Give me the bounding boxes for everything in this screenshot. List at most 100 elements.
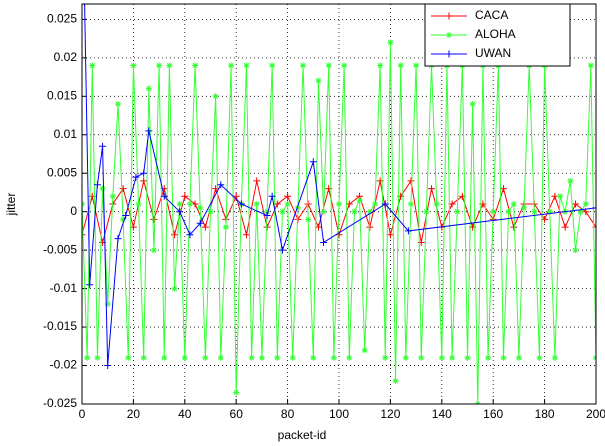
data-point [351,208,358,215]
data-point [269,62,276,69]
x-tick-label: 140 [432,407,452,421]
y-tick-label: 0.005 [47,165,77,179]
data-point [202,354,209,361]
data-point [84,4,86,6]
data-point [310,354,317,361]
data-point [346,354,353,361]
data-point [114,101,121,107]
data-point [397,62,404,69]
data-point [341,62,348,69]
data-point [197,204,204,211]
data-point [407,201,414,207]
data-point [505,208,512,215]
data-point [433,201,440,207]
data-point [207,208,214,215]
data-point [135,201,142,207]
data-point [104,301,111,307]
data-point [243,62,250,69]
data-point [499,185,507,193]
data-point [145,85,152,92]
y-tick-label: -0.02 [50,358,78,372]
data-point [233,389,240,396]
data-point [449,354,456,361]
data-point [161,354,168,361]
data-point [186,201,193,207]
data-point [294,204,301,211]
data-point [300,62,307,69]
data-point [93,181,101,189]
data-point [242,231,250,239]
data-point [309,158,317,166]
data-point [212,185,220,193]
x-tick-label: 180 [535,407,555,421]
data-point [551,354,558,361]
data-point [279,208,286,215]
data-point [264,208,271,215]
data-point [119,185,127,193]
data-point [356,197,363,204]
data-point [325,62,332,69]
legend-marker [445,50,453,58]
y-tick-label: 0.01 [54,127,78,141]
data-point [104,362,112,370]
data-point [413,62,420,69]
data-point [253,201,260,207]
y-tick-label: 0.015 [47,88,77,102]
data-point [129,223,137,231]
x-tick-label: 20 [127,407,141,421]
data-point [82,231,86,239]
data-point [582,201,589,207]
data-point [130,62,137,69]
data-point [284,192,292,200]
y-tick-label: 0.025 [47,12,77,26]
data-point [248,354,255,361]
data-point [469,101,476,107]
data-point [381,200,389,208]
data-point [176,201,183,207]
legend-label: CACA [475,8,508,22]
data-point [160,185,168,193]
data-point [536,354,543,361]
x-tick-label: 120 [380,407,400,421]
data-point [500,354,507,361]
data-point [366,208,373,215]
data-point [274,354,281,361]
data-point [510,223,518,231]
x-axis-label: packet-id [278,428,327,442]
y-tick-label: 0.02 [54,50,78,64]
data-point [84,354,91,361]
data-point [253,177,261,185]
y-tick-label: -0.005 [43,242,77,256]
data-point [423,208,430,215]
data-point [371,201,378,207]
data-point [140,169,148,177]
data-point [454,208,461,215]
data-point [515,354,522,361]
legend-label: ALOHA [475,27,516,41]
series-line [84,4,596,366]
data-point [571,200,579,208]
data-point [228,62,235,69]
data-point [132,173,140,181]
data-point [557,193,564,200]
data-point [546,208,553,215]
legend-label: UWAN [475,46,511,60]
data-point [315,77,322,84]
data-point [377,62,384,69]
data-point [407,177,415,185]
y-tick-label: 0 [70,204,77,218]
data-point [156,62,163,69]
data-point [94,354,101,361]
data-point [140,354,147,361]
data-point [99,185,106,192]
data-point [186,231,194,239]
data-point [587,62,594,69]
data-point [150,247,157,254]
data-point [201,223,209,231]
data-point [278,246,286,254]
data-point [330,354,337,361]
data-point [490,208,497,215]
data-point [122,212,130,220]
data-point [418,354,425,361]
